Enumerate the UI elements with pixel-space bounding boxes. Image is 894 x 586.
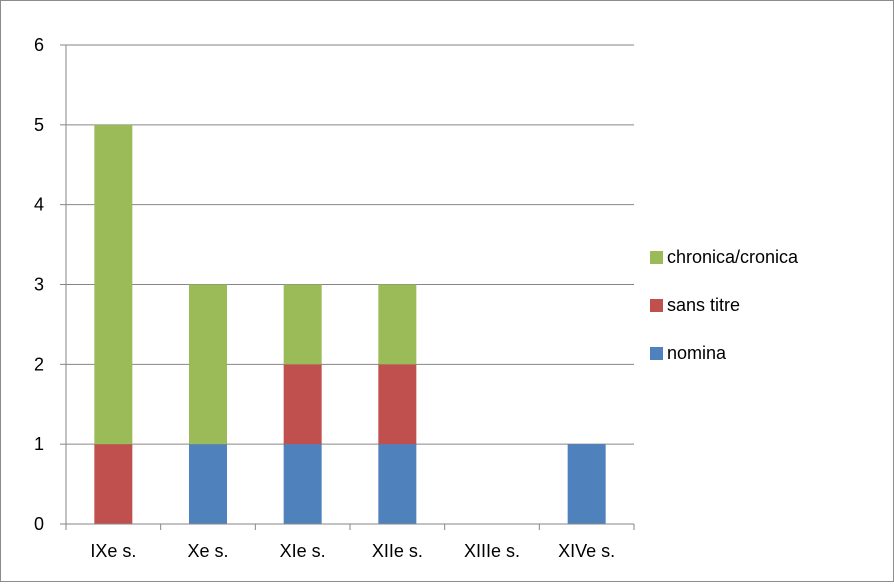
legend-swatch xyxy=(650,347,663,360)
bar-segment xyxy=(189,284,227,445)
bar-segment xyxy=(189,444,227,524)
y-tick-label: 2 xyxy=(34,354,44,374)
x-tick-label: XIe s. xyxy=(280,541,326,561)
gridlines xyxy=(66,44,634,445)
x-tick-label: IXe s. xyxy=(90,541,136,561)
bar-segment xyxy=(94,444,133,524)
bar-segment xyxy=(94,124,133,445)
y-tick-label: 4 xyxy=(34,195,44,215)
bar-segment xyxy=(283,444,322,524)
legend-label: sans titre xyxy=(667,295,740,315)
bar-segment xyxy=(283,284,322,365)
bar-segment xyxy=(378,284,417,365)
x-tick-label: XIIIe s. xyxy=(464,541,520,561)
legend-label: nomina xyxy=(667,343,727,363)
legend-label: chronica/cronica xyxy=(667,247,799,267)
y-tick-label: 6 xyxy=(34,35,44,55)
x-tick-label: XIVe s. xyxy=(558,541,615,561)
legend-swatch xyxy=(650,299,663,312)
x-tick-label: XIIe s. xyxy=(372,541,423,561)
x-tick-label: Xe s. xyxy=(187,541,228,561)
bar-segment xyxy=(378,364,417,445)
legend: chronica/cronica sans titre nomina xyxy=(650,247,799,363)
y-tick-label: 1 xyxy=(34,434,44,454)
y-tick-label: 5 xyxy=(34,115,44,135)
y-tick-label: 0 xyxy=(34,514,44,534)
legend-swatch xyxy=(650,251,663,264)
bar-segment xyxy=(378,444,417,524)
bar-segment xyxy=(283,364,322,445)
y-tick-label: 3 xyxy=(34,275,44,295)
bars xyxy=(94,124,606,524)
bar-segment xyxy=(567,444,606,524)
axes: 0 1 2 3 4 5 6 IXe s. Xe s. XIe s. XIIe s. XIIIe s. X… xyxy=(34,35,635,561)
